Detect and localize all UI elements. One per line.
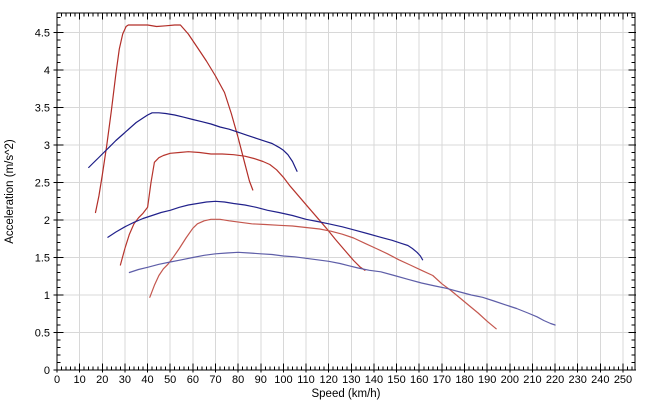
series-blue-curve-1 [88, 112, 298, 172]
y-tick-label: 2.5 [35, 178, 50, 190]
y-tick-label: 3 [44, 140, 50, 152]
x-tick-label: 60 [187, 374, 199, 386]
plot-border [56, 12, 636, 371]
series-red-curve-2 [119, 151, 366, 271]
x-tick-label: 120 [320, 374, 338, 386]
y-tick-label: 3.5 [35, 103, 50, 115]
x-tick-label: 190 [478, 374, 496, 386]
y-tick-label: 0 [44, 365, 50, 377]
x-tick-label: 250 [614, 374, 632, 386]
x-tick-label: 100 [274, 374, 292, 386]
y-tick-label: 4 [44, 65, 50, 77]
x-tick-label: 40 [141, 374, 153, 386]
plot-root: 0 10 20 30 40 50 60 70 80 90 100 110 120 130 140 150 160… [35, 12, 636, 386]
x-tick-label: 240 [591, 374, 609, 386]
x-tick-label: 230 [569, 374, 587, 386]
x-tick-label: 200 [501, 374, 519, 386]
x-tick-label: 140 [365, 374, 383, 386]
x-tick-label: 90 [255, 374, 267, 386]
series-blue-curve-2 [107, 200, 424, 261]
x-tick-label: 30 [119, 374, 131, 386]
y-axis-title: Acceleration (m/s^2) [4, 139, 16, 244]
x-tick-label: 70 [209, 374, 221, 386]
y-axis-tick-labels: 0 0.5 1 1.5 2 2.5 3 3.5 4 4.5 [35, 28, 50, 378]
axis-ticks [53, 13, 636, 373]
series-blue-curve-3 [128, 251, 556, 326]
x-tick-label: 220 [546, 374, 564, 386]
x-tick-label: 170 [433, 374, 451, 386]
y-tick-label: 1 [44, 290, 50, 302]
plot-background [57, 13, 635, 370]
x-tick-label: 160 [410, 374, 428, 386]
x-tick-label: 10 [74, 374, 86, 386]
x-tick-label: 180 [455, 374, 473, 386]
x-tick-label: 130 [342, 374, 360, 386]
y-tick-label: 1.5 [35, 253, 50, 265]
x-axis-title: Speed (km/h) [311, 388, 380, 400]
x-tick-label: 20 [96, 374, 108, 386]
y-tick-label: 2 [44, 215, 50, 227]
grid-lines [57, 13, 635, 370]
x-tick-label: 210 [523, 374, 541, 386]
x-tick-label: 150 [387, 374, 405, 386]
x-tick-label: 50 [164, 374, 176, 386]
y-tick-label: 0.5 [35, 328, 50, 340]
x-tick-label: 0 [54, 374, 60, 386]
y-tick-label: 4.5 [35, 28, 50, 40]
series-red-curve-1 [94, 24, 254, 214]
x-tick-label: 80 [232, 374, 244, 386]
data-series [88, 24, 556, 330]
x-axis-tick-labels: 0 10 20 30 40 50 60 70 80 90 100 110 120 130 140 150 160… [54, 374, 632, 386]
series-red-curve-3 [149, 218, 497, 330]
x-tick-label: 110 [297, 374, 315, 386]
